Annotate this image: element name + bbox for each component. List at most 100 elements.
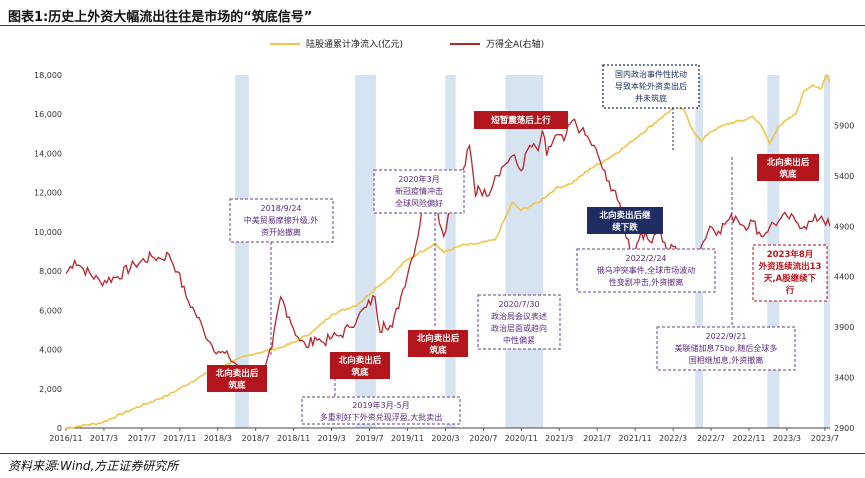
ann-2020-3-l2: 新冠疫情冲击 <box>395 186 443 196</box>
right-tick-label: 5900 <box>834 121 854 130</box>
x-tick-label: 2019/7 <box>355 434 383 443</box>
x-tick-label: 2017/3 <box>90 434 118 443</box>
shaded-period-4 <box>505 75 544 428</box>
series-lines <box>65 73 831 429</box>
annotation-2022-9-21: 2022/9/21 美联储加息75bp,随后全球多 国相继加息,外资撤离 <box>656 157 796 371</box>
shaded-period-3 <box>445 75 456 428</box>
ann-2020-3-l1: 2020年3月 <box>398 174 439 184</box>
axes: 0 2,000 4,000 6,000 8,000 10,000 12,000 14,000 1… <box>34 71 854 443</box>
left-tick-label: 14,000 <box>34 149 62 158</box>
x-tick-label: 2019/3 <box>318 434 346 443</box>
x-tick-label: 2018/3 <box>204 434 232 443</box>
series-line-inflow <box>65 73 831 429</box>
annotation-2020-7-30: 2020/7/30 政治局会议表述 政治层面或趋向 中性偏紧 <box>477 294 561 350</box>
red-rally-l1: 短暂震荡后上行 <box>491 115 551 126</box>
red-label-bottom-3: 北向卖出后 筑底 <box>408 330 468 357</box>
x-tick-label: 2022/11 <box>732 434 765 443</box>
red1-l1: 北向卖出后 <box>216 368 259 379</box>
annotation-2023-8: 2023年8月 外资连续流出13 天,A股继续下 行 <box>752 244 828 302</box>
left-tick-label: 2,000 <box>39 385 62 394</box>
left-tick-label: 6,000 <box>39 306 62 315</box>
x-tick-label: 2021/7 <box>583 434 611 443</box>
legend-index-label: 万得全A(右轴) <box>486 38 544 50</box>
ann-2020-7-l1: 2020/7/30 <box>498 300 539 309</box>
right-tick-label: 2900 <box>834 424 854 433</box>
left-tick-label: 10,000 <box>34 228 62 237</box>
annotation-2020-3: 2020年3月 新冠疫情冲击 全球风险偏好 <box>373 169 465 327</box>
ann-2022-2-l3: 性变剧冲击,外资撤离 <box>609 277 684 287</box>
left-tick-label: 16,000 <box>34 110 62 119</box>
ann-2022-9-l1: 2022/9/21 <box>705 332 746 341</box>
x-tick-label: 2022/3 <box>659 434 687 443</box>
right-tick-label: 4400 <box>834 273 854 282</box>
red1-l2: 筑底 <box>228 380 246 391</box>
ann-2018-l3: 资开始撤离 <box>261 227 301 237</box>
chart: 陆股通累计净流入(亿元) 万得全A(右轴) 0 2,000 4,000 6,000 8,… <box>34 38 854 443</box>
annotation-2019-3: 2019年3月-5月 多重利好下外资兑现浮盈,大批卖出 <box>301 363 461 425</box>
x-tick-label: 2021/3 <box>545 434 573 443</box>
legend-inflow-label: 陆股通累计净流入(亿元) <box>306 38 403 50</box>
ann-2023-l2: 外资连续流出13 <box>758 261 822 272</box>
ann-2023-l4: 行 <box>785 285 795 296</box>
ann-2022-9-l3: 国相继加息,外资撤离 <box>689 355 764 365</box>
shaded-period-1 <box>235 75 249 428</box>
ann-2022-2-l2: 俄乌冲突事件,全球市场波动 <box>597 265 696 275</box>
ann-2018-l1: 2018/9/24 <box>260 204 301 213</box>
ann-2023-l3: 天,A股继续下 <box>764 273 817 284</box>
red4-l1: 北向卖出后 <box>767 157 810 168</box>
x-tick-label: 2020/7 <box>469 434 497 443</box>
x-tick-label: 2020/3 <box>431 434 459 443</box>
series-line-index <box>65 118 831 389</box>
navy-l2: 续下跌 <box>612 222 638 233</box>
source-note: 资料来源:Wind,方正证券研究所 <box>8 459 179 473</box>
x-tick-label: 2017/7 <box>128 434 156 443</box>
x-tick-label: 2017/11 <box>163 434 196 443</box>
red3-l1: 北向卖出后 <box>417 333 460 344</box>
red-label-rally: 短暂震荡后上行 <box>474 111 568 129</box>
red4-l2: 筑底 <box>779 169 797 180</box>
red-label-bottom-4: 北向卖出后 筑底 <box>757 154 819 181</box>
navy-label-down: 北向卖出后继 续下跌 <box>587 207 663 234</box>
x-tick-label: 2018/7 <box>242 434 270 443</box>
red2-l2: 筑底 <box>351 367 369 378</box>
right-tick-label: 5400 <box>834 172 854 181</box>
left-tick-label: 18,000 <box>34 71 62 80</box>
x-tick-label: 2023/7 <box>811 434 839 443</box>
red2-l1: 北向卖出后 <box>339 355 382 366</box>
annotation-policy: 国内政治事件性扰动 导致本轮外资卖出后 并未筑底 <box>602 64 700 150</box>
ann-2020-7-l4: 中性偏紧 <box>503 335 535 345</box>
ann-2019-l1: 2019年3月-5月 <box>352 400 409 410</box>
shaded-period-2 <box>355 75 376 428</box>
x-tick-label: 2021/11 <box>619 434 652 443</box>
ann-2023-l1: 2023年8月 <box>767 249 814 260</box>
ann-policy-l3: 并未筑底 <box>635 93 667 103</box>
ann-2019-l2: 多重利好下外资兑现浮盈,大批卖出 <box>320 412 443 422</box>
ann-2020-7-l2: 政治局会议表述 <box>491 311 547 321</box>
annotation-2022-2-24: 2022/2/24 俄乌冲突事件,全球市场波动 性变剧冲击,外资撤离 <box>576 248 716 293</box>
annotation-2018-9-24: 2018/9/24 中美贸易摩擦升级,外 资开始撤离 <box>229 198 334 355</box>
red-label-bottom-1: 北向卖出后 筑底 <box>207 365 267 392</box>
left-tick-label: 4,000 <box>39 346 62 355</box>
ann-policy-l2: 导致本轮外资卖出后 <box>615 81 687 91</box>
right-tick-label: 3900 <box>834 323 854 332</box>
red3-l2: 筑底 <box>429 345 447 356</box>
navy-l1: 北向卖出后继 <box>599 210 651 221</box>
x-tick-label: 2019/11 <box>391 434 424 443</box>
ann-2022-2-l1: 2022/2/24 <box>625 254 666 263</box>
x-tick-label: 2020/11 <box>505 434 538 443</box>
ann-policy-l1: 国内政治事件性扰动 <box>615 69 687 79</box>
ann-2020-3-l3: 全球风险偏好 <box>395 198 443 208</box>
right-tick-label: 4900 <box>834 222 854 231</box>
left-tick-label: 12,000 <box>34 189 62 198</box>
left-tick-label: 0 <box>57 424 62 433</box>
bottom-rule <box>0 453 865 454</box>
title-rule <box>0 25 865 26</box>
x-tick-label: 2023/3 <box>773 434 801 443</box>
left-tick-label: 8,000 <box>39 267 62 276</box>
ann-2020-7-l3: 政治层面或趋向 <box>491 323 547 333</box>
x-tick-label: 2022/7 <box>697 434 725 443</box>
red-label-bottom-2: 北向卖出后 筑底 <box>330 352 390 379</box>
x-tick-label: 2018/11 <box>277 434 310 443</box>
ann-2018-l2: 中美贸易摩擦升级,外 <box>244 215 319 225</box>
right-tick-label: 3400 <box>834 374 854 383</box>
